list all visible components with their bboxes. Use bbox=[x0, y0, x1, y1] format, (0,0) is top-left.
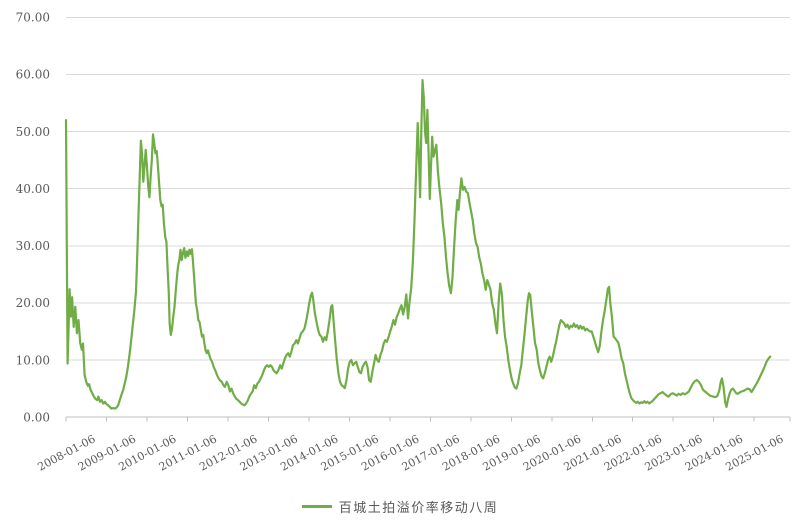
y-tick-label: 10.00 bbox=[16, 353, 50, 367]
horizontal-gridlines bbox=[66, 16, 790, 418]
y-tick-label: 30.00 bbox=[16, 239, 50, 253]
legend-line-swatch bbox=[301, 505, 332, 508]
x-axis-tick-labels: 2008-01-062009-01-062010-01-062011-01-06… bbox=[35, 432, 785, 473]
y-axis-tick-labels: 0.00 10.00 20.00 30.00 40.00 50.00 60.00 70.00 bbox=[16, 11, 50, 425]
legend-series-label: 百城土拍溢价率移动八周 bbox=[338, 501, 499, 516]
legend: 百城土拍溢价率移动八周 bbox=[0, 497, 800, 516]
y-tick-label: 40.00 bbox=[16, 182, 50, 196]
y-tick-label: 20.00 bbox=[16, 296, 50, 310]
y-tick-label: 70.00 bbox=[16, 11, 50, 25]
series-line bbox=[64, 79, 772, 410]
series-group bbox=[64, 79, 772, 410]
y-tick-label: 60.00 bbox=[16, 68, 50, 82]
y-tick-label: 50.00 bbox=[16, 125, 50, 139]
y-tick-label: 0.00 bbox=[23, 410, 50, 424]
x-axis bbox=[65, 416, 791, 422]
